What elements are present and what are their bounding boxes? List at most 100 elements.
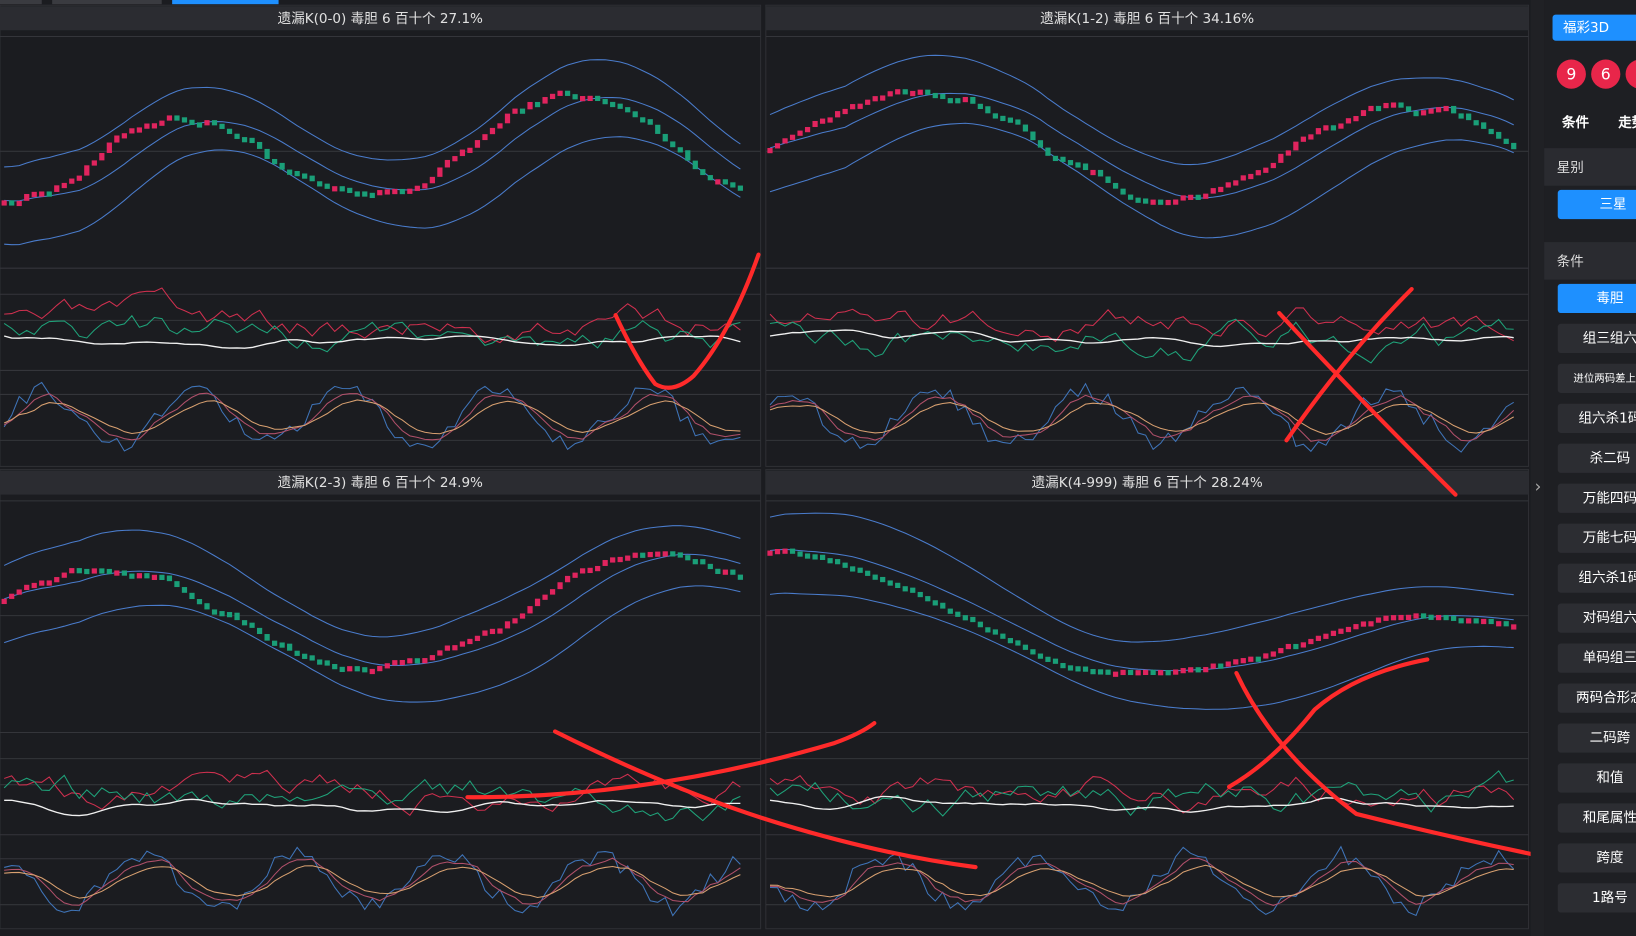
candle bbox=[880, 95, 886, 101]
candle bbox=[1473, 618, 1479, 624]
candle bbox=[1082, 666, 1089, 672]
condition-button[interactable] bbox=[1557, 323, 1636, 354]
ball bbox=[1591, 59, 1621, 89]
tab[interactable] bbox=[52, 0, 162, 5]
candle bbox=[1143, 198, 1149, 204]
candle bbox=[767, 550, 773, 556]
candle bbox=[16, 200, 22, 207]
candle bbox=[527, 606, 533, 614]
candle bbox=[1420, 110, 1427, 116]
candle bbox=[1180, 195, 1186, 201]
candle bbox=[1466, 618, 1472, 624]
lottery-select[interactable] bbox=[1552, 14, 1636, 41]
condition-button[interactable] bbox=[1557, 283, 1636, 314]
indicator-line bbox=[769, 548, 1514, 672]
candle bbox=[1225, 182, 1231, 188]
chart-panel: 遗漏K(4-999) 毒胆 6 百十个 28.24% bbox=[765, 469, 1530, 930]
tab-active[interactable] bbox=[172, 0, 279, 5]
candle bbox=[1240, 658, 1246, 664]
candle bbox=[685, 150, 691, 161]
indicator-line bbox=[3, 525, 741, 638]
candle bbox=[1218, 663, 1224, 669]
condition-button[interactable] bbox=[1557, 523, 1636, 553]
condition-button[interactable] bbox=[1557, 483, 1636, 513]
candle bbox=[174, 581, 180, 588]
candle bbox=[1067, 665, 1074, 671]
candle bbox=[31, 582, 37, 589]
condition-label: 1路号 bbox=[1592, 890, 1628, 906]
candle bbox=[610, 101, 616, 108]
condition-button[interactable] bbox=[1557, 563, 1636, 593]
candle bbox=[1067, 160, 1074, 166]
candle bbox=[46, 580, 52, 586]
condition-button[interactable] bbox=[1557, 683, 1636, 713]
candle bbox=[1420, 613, 1427, 619]
candle bbox=[1105, 176, 1111, 183]
cross-stroke bbox=[1226, 657, 1430, 789]
candle bbox=[1255, 170, 1261, 176]
candle bbox=[1330, 630, 1337, 636]
ball bbox=[1556, 59, 1586, 89]
candle bbox=[1451, 105, 1457, 114]
tab-label[interactable]: 走势 bbox=[1618, 114, 1636, 131]
tab-label[interactable]: 条件 bbox=[1561, 114, 1590, 131]
candle bbox=[1405, 106, 1412, 112]
condition-button[interactable] bbox=[1557, 883, 1636, 913]
candle bbox=[1037, 653, 1044, 659]
condition-label: 对码组六 bbox=[1583, 610, 1636, 626]
candle bbox=[144, 573, 150, 579]
candle bbox=[392, 660, 398, 666]
candle bbox=[497, 628, 503, 634]
condition-button[interactable] bbox=[1557, 803, 1636, 833]
candle bbox=[39, 191, 45, 197]
candle bbox=[1270, 162, 1276, 169]
candle bbox=[1360, 110, 1367, 117]
candle bbox=[249, 622, 255, 628]
tab[interactable] bbox=[0, 0, 42, 5]
candle bbox=[467, 638, 473, 645]
condition-button[interactable] bbox=[1557, 843, 1636, 873]
condition-button[interactable] bbox=[1557, 763, 1636, 793]
candle bbox=[1338, 123, 1344, 129]
candle bbox=[1353, 116, 1359, 122]
collapse-arrow[interactable]: › bbox=[1535, 477, 1542, 496]
candle bbox=[1248, 656, 1254, 662]
candle bbox=[542, 97, 548, 104]
candle bbox=[1007, 638, 1014, 644]
candle bbox=[564, 90, 571, 96]
candle bbox=[272, 158, 278, 165]
candle bbox=[444, 159, 451, 168]
candle bbox=[1443, 614, 1449, 621]
condition-button[interactable] bbox=[1557, 643, 1636, 673]
candle bbox=[1188, 194, 1194, 200]
candle bbox=[256, 141, 263, 149]
indicator-line bbox=[769, 394, 1515, 442]
candle bbox=[384, 663, 390, 669]
candle bbox=[1383, 102, 1389, 109]
candle bbox=[542, 594, 548, 600]
candle bbox=[1481, 122, 1487, 129]
condition-button[interactable] bbox=[1557, 403, 1636, 433]
candle bbox=[354, 191, 360, 197]
candle bbox=[99, 568, 105, 574]
candle bbox=[84, 568, 90, 575]
candle bbox=[1097, 669, 1104, 675]
star-button[interactable] bbox=[1557, 189, 1636, 220]
candle bbox=[1, 598, 7, 605]
indicator-line bbox=[769, 92, 1514, 199]
condition-button[interactable] bbox=[1557, 443, 1636, 473]
condition-button[interactable] bbox=[1557, 723, 1636, 753]
candle bbox=[1511, 624, 1517, 630]
candle bbox=[1300, 136, 1306, 142]
candle bbox=[1330, 125, 1337, 131]
candle bbox=[287, 169, 293, 175]
candle bbox=[354, 666, 360, 672]
condition-button[interactable] bbox=[1557, 363, 1636, 393]
candle bbox=[640, 552, 646, 558]
candle bbox=[1413, 613, 1419, 619]
candle bbox=[880, 576, 886, 583]
condition-button[interactable] bbox=[1557, 603, 1636, 633]
candle bbox=[294, 171, 300, 177]
candle bbox=[384, 189, 390, 195]
candle bbox=[992, 113, 998, 119]
